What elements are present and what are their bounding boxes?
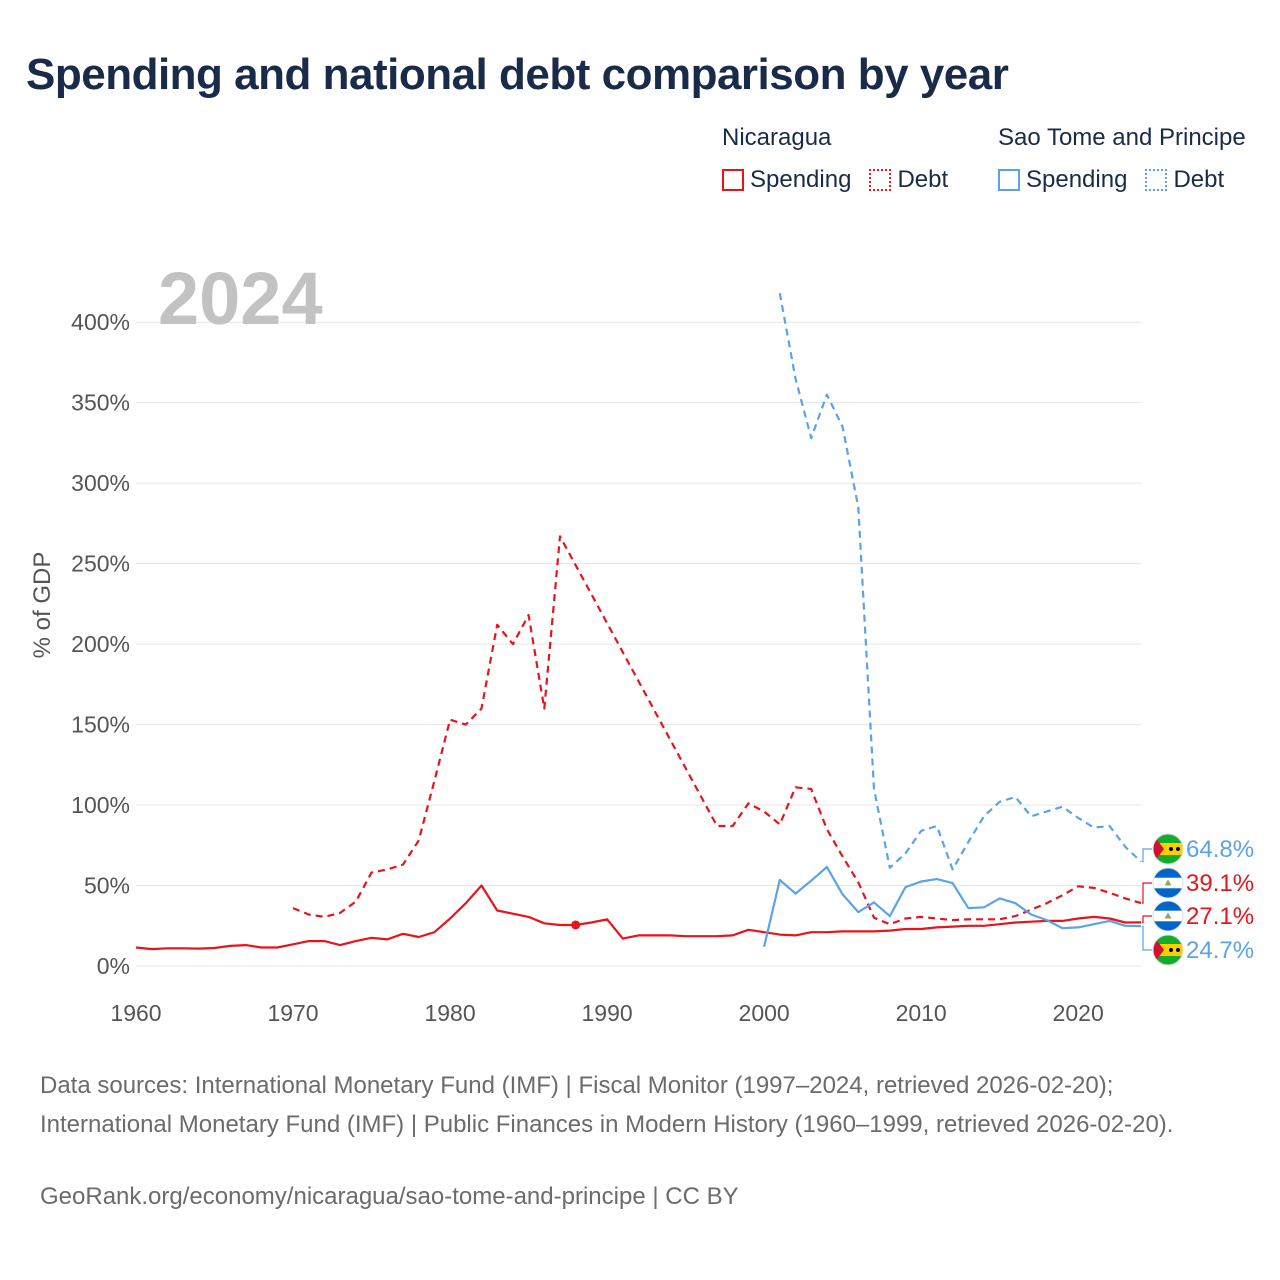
flag-band	[1153, 901, 1183, 911]
legend-swatch-solid	[722, 169, 744, 191]
series-line-nicaragua-spending	[135, 884, 1142, 951]
x-tick-label: 2020	[1053, 1000, 1104, 1026]
credit-link[interactable]: GeoRank.org/economy/nicaragua/sao-tome-a…	[40, 1183, 739, 1210]
flag-body	[1153, 935, 1183, 965]
leader-line	[1142, 915, 1152, 923]
flag-border	[1152, 833, 1184, 865]
y-tick-label: 150%	[71, 712, 130, 738]
y-tick-label: 400%	[71, 309, 130, 335]
x-tick-label: 2010	[896, 1000, 947, 1026]
end-value-label: 39.1%	[1186, 870, 1254, 897]
legend-group-nicaragua: Nicaragua Spending Debt	[722, 124, 948, 194]
legend-group-name: Sao Tome and Principe	[998, 124, 1246, 151]
y-tick-label: 300%	[71, 470, 130, 496]
legend-group-name: Nicaragua	[722, 124, 832, 151]
nicaragua-flag-icon	[1152, 900, 1184, 932]
end-labels: 64.8% 39.1% 27.1% 24.7%	[1142, 833, 1254, 966]
flag-body	[1153, 868, 1183, 898]
flag-body	[1153, 834, 1183, 864]
y-axis: 0% 50% 100% 150% 200% 250% 300% 350% 400%	[71, 309, 130, 979]
chart-title: Spending and national debt comparison by…	[26, 50, 1009, 99]
line-chart: 2024 0% 50% 100% 150% 200% 250% 300% 350% 400% 1…	[29, 257, 1254, 1026]
end-value-label: 27.1%	[1186, 903, 1254, 930]
x-tick-label: 2000	[739, 1000, 790, 1026]
legend-item-nicaragua-spending[interactable]: Spending	[722, 166, 851, 194]
legend-item-sao-tome-debt[interactable]: Debt	[1145, 166, 1224, 194]
flag-band	[1153, 868, 1183, 878]
flag-border	[1152, 867, 1184, 899]
x-tick-label: 1970	[267, 1000, 318, 1026]
y-tick-label: 50%	[84, 873, 130, 899]
sao-tome-flag-icon	[1152, 833, 1184, 865]
legend-label: Spending	[750, 166, 852, 193]
series-line-sao-tome-and-principe-debt	[778, 293, 1142, 871]
flag-border	[1152, 900, 1184, 932]
series-lines	[135, 293, 1142, 951]
flag-band	[1153, 888, 1183, 898]
flag-star	[1176, 948, 1180, 952]
y-tick-label: 100%	[71, 792, 130, 818]
end-value-label: 64.8%	[1186, 836, 1254, 863]
y-axis-label: % of GDP	[29, 552, 56, 659]
data-point	[571, 920, 581, 930]
legend-label: Debt	[897, 166, 949, 193]
y-tick-label: 200%	[71, 631, 130, 657]
gridlines	[136, 321, 1141, 967]
leader-line	[1142, 848, 1152, 863]
data-sources: Data sources: International Monetary Fun…	[40, 1072, 1174, 1138]
flag-star	[1176, 847, 1180, 851]
legend-group-sao-tome: Sao Tome and Principe Spending Debt	[998, 124, 1246, 194]
flag-emblem	[1164, 879, 1172, 886]
y-tick-label: 350%	[71, 390, 130, 416]
x-tick-label: 1980	[424, 1000, 475, 1026]
series-line-nicaragua-debt	[292, 535, 1142, 926]
flag-band	[1153, 921, 1183, 931]
y-tick-label: 250%	[71, 551, 130, 577]
flag-star	[1169, 948, 1173, 952]
legend-swatch-dotted	[1145, 169, 1168, 191]
legend-label: Spending	[1026, 166, 1128, 193]
end-value-label: 24.7%	[1186, 937, 1254, 964]
leader-line	[1142, 882, 1152, 904]
x-tick-label: 1990	[582, 1000, 633, 1026]
legend-swatch-dotted	[869, 169, 892, 191]
x-axis: 1960 1970 1980 1990 2000 2010 2020	[110, 1000, 1103, 1026]
sao-tome-flag-icon	[1152, 934, 1184, 966]
flag-border	[1152, 934, 1184, 966]
legend-item-nicaragua-debt[interactable]: Debt	[869, 166, 948, 194]
legend-swatch-solid	[998, 169, 1020, 191]
year-watermark: 2024	[158, 257, 323, 340]
x-tick-label: 1960	[110, 1000, 161, 1026]
flag-body	[1153, 901, 1183, 931]
flag-star	[1169, 847, 1173, 851]
legend-label: Debt	[1173, 166, 1225, 193]
flag-emblem	[1164, 912, 1172, 919]
nicaragua-flag-icon	[1152, 867, 1184, 899]
y-tick-label: 0%	[97, 953, 130, 979]
series-line-sao-tome-and-principe-spending	[763, 865, 1142, 947]
legend-item-sao-tome-spending[interactable]: Spending	[998, 166, 1127, 194]
leader-line	[1142, 925, 1152, 951]
